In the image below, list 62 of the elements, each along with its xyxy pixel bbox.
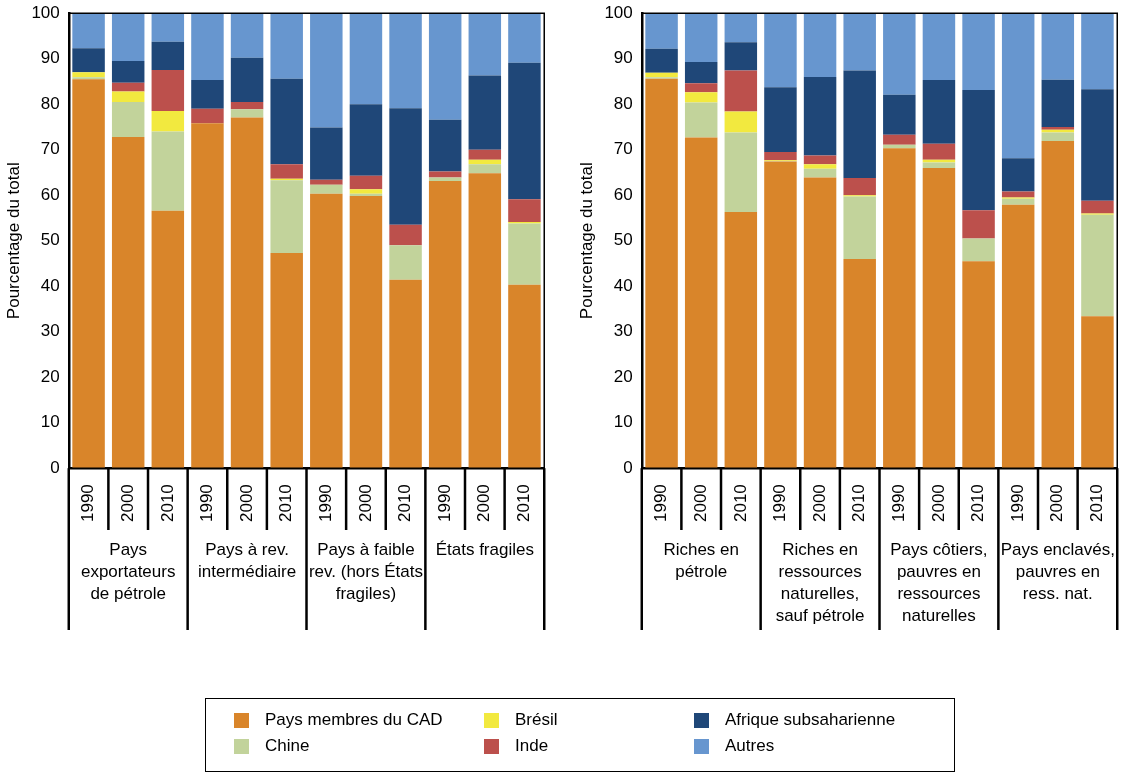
y-tick-label: 30 xyxy=(613,321,633,341)
x-tick-label: 1990 xyxy=(316,484,335,523)
y-tick-label: 70 xyxy=(613,139,633,159)
text: États fragiles xyxy=(435,540,534,560)
text: Pays côtiers, pauvres en ressources naturelles xyxy=(890,540,988,626)
legend-label: Pays membres du CAD xyxy=(265,710,443,730)
y-tick-label: 20 xyxy=(613,366,633,386)
x-tick-label: 1990 xyxy=(889,484,908,523)
x-tick-label: 1990 xyxy=(770,484,790,523)
y-tick-label: 60 xyxy=(40,184,60,204)
y-tick-label: 10 xyxy=(613,412,633,432)
y-tick-label: 80 xyxy=(40,93,60,113)
y-tick-label: 100 xyxy=(604,2,633,22)
x-tick-label: 2000 xyxy=(809,484,829,523)
y-tick-label: 70 xyxy=(40,139,60,159)
text: Pays enclavés, pauvres en ress. nat. xyxy=(1000,540,1115,604)
x-tick-label: 2010 xyxy=(157,484,177,523)
x-tick-label: 2010 xyxy=(514,484,534,523)
x-tick-label: 2010 xyxy=(849,484,869,523)
text: Pays exportateurs de pétrole xyxy=(80,540,176,604)
y-tick-label: 40 xyxy=(613,275,633,295)
x-tick-label: 2010 xyxy=(730,484,750,523)
legend-label: Afrique subsaharienne xyxy=(725,710,896,730)
x-tick-label: 2000 xyxy=(690,484,710,523)
y-tick-label: 60 xyxy=(613,184,633,204)
y-axis-title: Pourcentage du total xyxy=(3,162,23,320)
x-tick-label: 2010 xyxy=(276,484,296,523)
text: Pays à rev. intermédiaire xyxy=(197,540,297,582)
x-tick-label: 1990 xyxy=(197,484,217,523)
x-tick-label: 2010 xyxy=(1087,484,1107,523)
text: Riches en ressources naturelles, sauf pétrole xyxy=(775,540,865,626)
y-tick-label: 30 xyxy=(40,321,60,341)
x-tick-label: 1990 xyxy=(78,484,98,523)
x-tick-label: 2010 xyxy=(395,484,415,523)
y-tick-label: 50 xyxy=(40,230,60,250)
x-tick-label: 2000 xyxy=(117,484,137,523)
legend-label: Inde xyxy=(515,736,549,756)
y-tick-label: 0 xyxy=(50,457,60,477)
y-tick-label: 10 xyxy=(40,412,60,432)
x-tick-label: 2000 xyxy=(236,484,256,523)
text: Riches en pétrole xyxy=(663,540,739,582)
x-tick-label: 1990 xyxy=(434,484,454,523)
x-tick-label: 1990 xyxy=(651,484,671,523)
y-tick-label: 0 xyxy=(623,457,633,477)
x-tick-label: 2000 xyxy=(928,484,948,523)
x-tick-label: 2010 xyxy=(968,484,988,523)
x-tick-label: 2000 xyxy=(474,484,494,523)
legend-label: Chine xyxy=(265,736,310,756)
y-tick-label: 50 xyxy=(613,230,633,250)
text: Pays à faible rev. (hors États fragiles) xyxy=(308,540,423,604)
legend-label: Autres xyxy=(725,736,775,756)
x-tick-label: 1990 xyxy=(1007,484,1027,523)
x-tick-label: 2000 xyxy=(355,484,375,523)
y-tick-label: 90 xyxy=(40,48,60,68)
x-tick-label: 2000 xyxy=(1047,484,1067,523)
y-tick-label: 20 xyxy=(40,366,60,386)
legend-label: Brésil xyxy=(515,710,558,730)
y-tick-label: 90 xyxy=(613,48,633,68)
y-axis-title: Pourcentage du total xyxy=(576,162,596,320)
y-tick-label: 80 xyxy=(613,93,633,113)
y-tick-label: 100 xyxy=(31,2,60,22)
y-tick-label: 40 xyxy=(40,275,60,295)
